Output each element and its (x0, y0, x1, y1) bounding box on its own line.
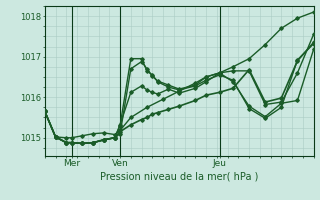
X-axis label: Pression niveau de la mer( hPa ): Pression niveau de la mer( hPa ) (100, 171, 258, 181)
